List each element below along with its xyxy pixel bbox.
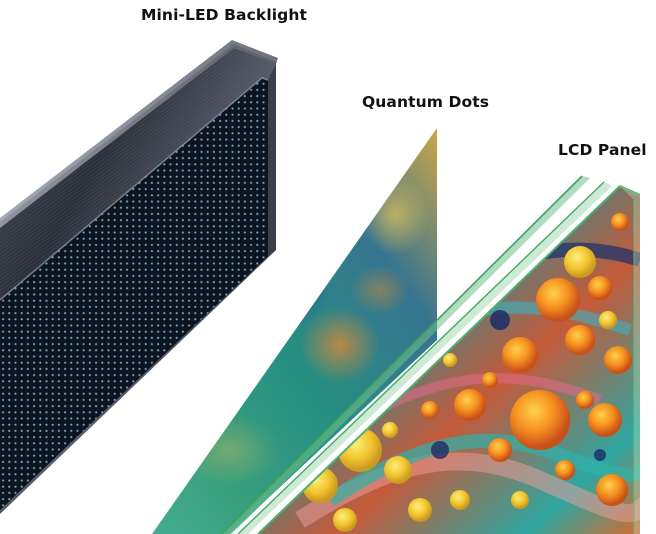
label-mini-led-backlight: Mini-LED Backlight: [141, 6, 307, 24]
mini-led-backlight-layer: [0, 40, 278, 514]
led-dot-array: [0, 78, 268, 510]
lcd-glass-sheet-middle: [238, 182, 612, 534]
label-lcd-panel: LCD Panel: [558, 141, 647, 159]
label-quantum-dots: Quantum Dots: [362, 93, 490, 111]
lcd-glass-sheet-back: [222, 176, 590, 534]
